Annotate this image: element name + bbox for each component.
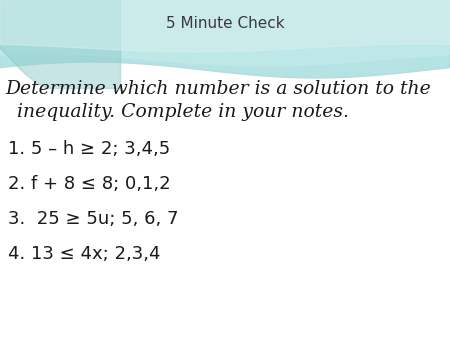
Text: 3.  25 ≥ 5u; 5, 6, 7: 3. 25 ≥ 5u; 5, 6, 7 <box>8 210 179 228</box>
Text: 1. 5 – h ≥ 2; 3,4,5: 1. 5 – h ≥ 2; 3,4,5 <box>8 140 170 158</box>
Text: inequality. Complete in your notes.: inequality. Complete in your notes. <box>5 103 349 121</box>
Text: Determine which number is a solution to the: Determine which number is a solution to … <box>5 80 431 98</box>
Text: 5 Minute Check: 5 Minute Check <box>166 16 284 30</box>
Text: 4. 13 ≤ 4x; 2,3,4: 4. 13 ≤ 4x; 2,3,4 <box>8 245 161 263</box>
Text: 2. f + 8 ≤ 8; 0,1,2: 2. f + 8 ≤ 8; 0,1,2 <box>8 175 171 193</box>
